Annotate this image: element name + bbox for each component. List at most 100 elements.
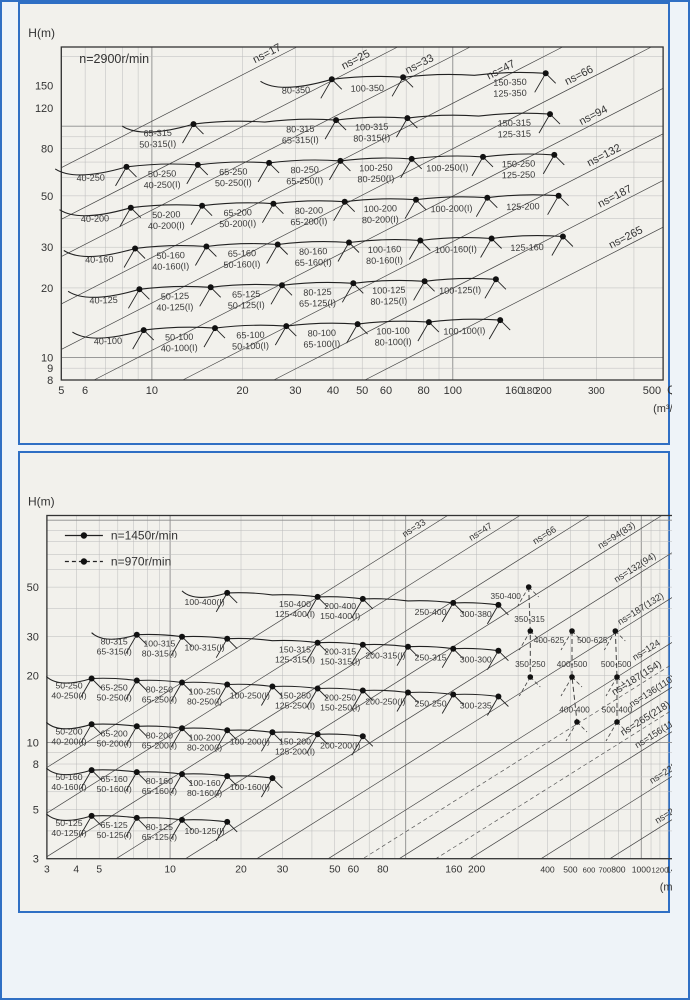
svg-text:3: 3 (33, 854, 39, 866)
svg-text:125-315: 125-315 (497, 129, 531, 140)
svg-text:100-250(I): 100-250(I) (426, 162, 468, 173)
svg-text:250-250: 250-250 (415, 699, 447, 709)
svg-text:80-160: 80-160 (299, 246, 328, 257)
svg-text:80-125: 80-125 (146, 822, 173, 832)
svg-text:200: 200 (468, 865, 485, 876)
svg-text:100-400(I): 100-400(I) (185, 597, 225, 607)
svg-text:8: 8 (47, 375, 53, 387)
svg-text:ns=132: ns=132 (585, 142, 623, 169)
svg-text:n=970r/min: n=970r/min (111, 555, 171, 569)
svg-text:100-315: 100-315 (143, 639, 175, 649)
svg-text:100-100(I): 100-100(I) (443, 326, 485, 337)
svg-text:65-250: 65-250 (101, 683, 128, 693)
svg-text:150-200: 150-200 (279, 736, 311, 746)
svg-text:50-250(I): 50-250(I) (97, 693, 132, 703)
svg-text:65-315: 65-315 (143, 128, 172, 139)
svg-text:150-400(I): 150-400(I) (320, 611, 360, 621)
svg-text:50-160(I): 50-160(I) (223, 259, 260, 270)
svg-text:350-315: 350-315 (514, 614, 545, 624)
svg-text:20: 20 (235, 865, 247, 876)
svg-text:40-200: 40-200 (81, 213, 110, 224)
svg-text:80-200: 80-200 (146, 730, 173, 740)
svg-text:65-250(I): 65-250(I) (142, 695, 177, 705)
svg-text:65-200(I): 65-200(I) (142, 740, 177, 750)
svg-text:65-160(I): 65-160(I) (142, 786, 177, 796)
svg-text:350-250: 350-250 (515, 659, 546, 669)
svg-text:40-200(I): 40-200(I) (51, 736, 86, 746)
svg-text:65-160(I): 65-160(I) (295, 257, 332, 268)
svg-text:H(m): H(m) (28, 26, 55, 40)
svg-text:100-250: 100-250 (359, 162, 393, 173)
svg-text:150-315: 150-315 (497, 118, 531, 129)
svg-text:65-250(I): 65-250(I) (286, 175, 323, 186)
svg-text:40-200(I): 40-200(I) (148, 220, 185, 231)
svg-text:150-250: 150-250 (502, 158, 536, 169)
svg-text:500-625: 500-625 (577, 635, 608, 645)
svg-text:80-100: 80-100 (308, 328, 337, 339)
svg-text:125-200(I): 125-200(I) (275, 746, 315, 756)
svg-text:65-125: 65-125 (101, 820, 128, 830)
svg-text:500-500: 500-500 (601, 659, 632, 669)
svg-text:80-315(I): 80-315(I) (142, 649, 177, 659)
svg-text:80-125: 80-125 (303, 287, 332, 298)
svg-text:6: 6 (82, 385, 88, 397)
svg-text:80-250: 80-250 (146, 685, 173, 695)
svg-text:1000: 1000 (632, 865, 651, 875)
svg-text:120: 120 (35, 103, 53, 115)
svg-text:100-160(I): 100-160(I) (230, 782, 270, 792)
svg-text:80-250: 80-250 (290, 165, 319, 176)
svg-text:150-350: 150-350 (493, 77, 527, 88)
svg-text:200-250: 200-250 (324, 693, 356, 703)
svg-text:ns=66: ns=66 (531, 524, 558, 546)
svg-text:100-125(I): 100-125(I) (439, 285, 481, 296)
svg-text:80-250(I): 80-250(I) (357, 173, 394, 184)
svg-text:125-200: 125-200 (506, 201, 540, 212)
svg-text:5: 5 (58, 385, 64, 397)
svg-text:40: 40 (327, 385, 339, 397)
svg-text:100-200: 100-200 (363, 203, 397, 214)
svg-text:30: 30 (41, 242, 53, 254)
svg-text:3: 3 (44, 865, 50, 876)
svg-text:10: 10 (41, 353, 53, 365)
svg-text:40-125(I): 40-125(I) (156, 302, 193, 313)
svg-text:50: 50 (329, 865, 341, 876)
svg-text:500: 500 (643, 385, 661, 397)
svg-text:80: 80 (41, 144, 53, 156)
svg-text:60: 60 (348, 865, 360, 876)
svg-text:80: 80 (417, 385, 429, 397)
svg-text:80-250(I): 80-250(I) (187, 697, 222, 707)
svg-text:40-125: 40-125 (89, 295, 118, 306)
svg-text:125-250(I): 125-250(I) (275, 701, 315, 711)
svg-text:600: 600 (583, 866, 596, 875)
svg-text:5: 5 (33, 804, 39, 816)
svg-text:65-100: 65-100 (236, 330, 265, 341)
svg-text:80-160(I): 80-160(I) (187, 788, 222, 798)
svg-text:250-315: 250-315 (415, 653, 447, 663)
svg-text:50-160(I): 50-160(I) (97, 784, 132, 794)
svg-text:150-400: 150-400 (279, 599, 311, 609)
svg-text:H(m): H(m) (28, 495, 55, 509)
svg-text:300: 300 (588, 386, 605, 397)
svg-text:80-315(I): 80-315(I) (353, 133, 390, 144)
svg-text:400-500: 400-500 (557, 659, 588, 669)
svg-text:80-200(I): 80-200(I) (362, 214, 399, 225)
svg-text:700: 700 (598, 866, 611, 875)
svg-text:80-160: 80-160 (146, 776, 173, 786)
svg-text:300-235: 300-235 (460, 701, 492, 711)
svg-text:100-125: 100-125 (372, 285, 406, 296)
svg-text:100: 100 (444, 385, 462, 397)
svg-text:50-315(I): 50-315(I) (139, 139, 176, 150)
svg-text:50-125(I): 50-125(I) (97, 830, 132, 840)
svg-text:30: 30 (289, 385, 301, 397)
svg-text:100-250: 100-250 (189, 687, 221, 697)
svg-text:80-200(I): 80-200(I) (187, 742, 222, 752)
svg-text:80-125(I): 80-125(I) (370, 296, 407, 307)
svg-text:ns=187: ns=187 (596, 183, 634, 210)
svg-text:65-100(I): 65-100(I) (303, 339, 340, 350)
svg-text:100-100: 100-100 (376, 326, 410, 337)
svg-text:1400: 1400 (666, 865, 672, 875)
svg-text:125-400(I): 125-400(I) (275, 609, 315, 619)
svg-text:n=2900r/min: n=2900r/min (79, 52, 149, 66)
svg-text:400-625: 400-625 (534, 635, 565, 645)
svg-text:50-200: 50-200 (152, 209, 181, 220)
